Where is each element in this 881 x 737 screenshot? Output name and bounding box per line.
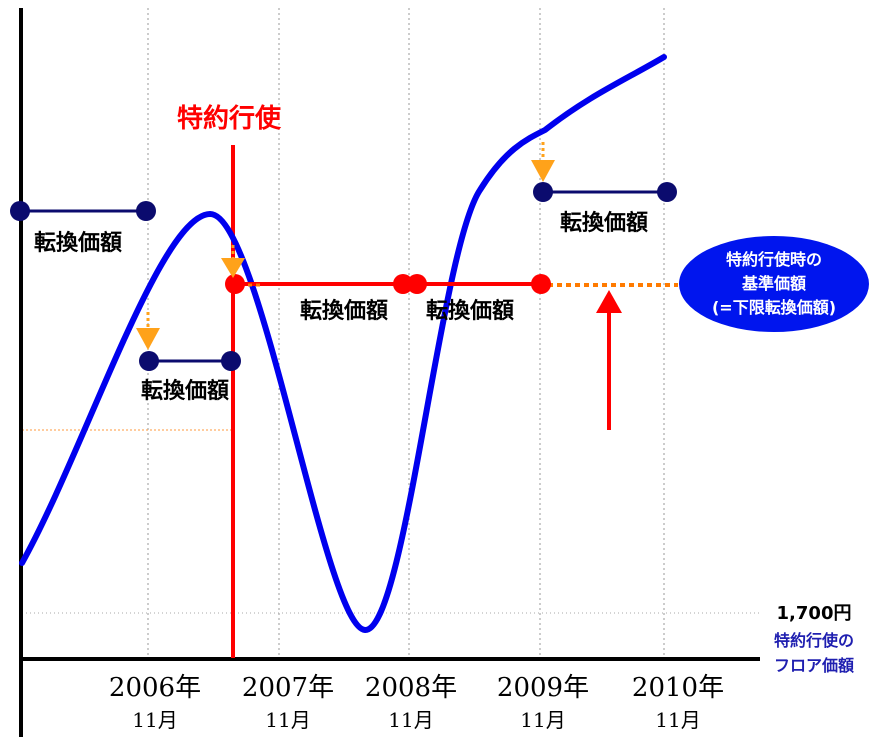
exercise-title: 特約行使	[177, 103, 282, 134]
floor-label-line2: フロア価額	[774, 656, 854, 675]
red-dot-1	[225, 274, 245, 294]
red-dot-2	[393, 274, 413, 294]
segment-5-end	[657, 182, 677, 202]
conversion-label-5: 転換価額	[560, 210, 648, 236]
floor-segments	[225, 274, 678, 294]
segment-2-end	[221, 351, 241, 371]
x-tick-month-2007: 11月	[265, 708, 310, 732]
gridlines	[22, 8, 760, 658]
callout-line2: 基準価額	[741, 274, 806, 293]
conversion-label-3: 転換価額	[300, 298, 388, 324]
red-dot-3	[407, 274, 427, 294]
x-tick-year-2006: 2006年	[109, 673, 201, 703]
arrow-3-head	[531, 160, 555, 182]
x-tick-year-2009: 2009年	[497, 673, 589, 703]
red-dot-4	[531, 274, 551, 294]
x-tick-year-2007: 2007年	[242, 673, 334, 703]
arrow-2-head	[221, 258, 245, 278]
x-tick-year-2008: 2008年	[365, 673, 457, 703]
x-tick-labels: 2006年 11月 2007年 11月 2008年 11月 2009年 11月 …	[109, 673, 724, 732]
x-tick-year-2010: 2010年	[632, 673, 724, 703]
callout-line1: 特約行使時の	[726, 250, 822, 269]
x-tick-month-2006: 11月	[132, 708, 177, 732]
down-arrows	[136, 142, 555, 350]
x-tick-month-2010: 11月	[655, 708, 700, 732]
conversion-segments	[10, 182, 677, 371]
segment-2-start	[139, 351, 159, 371]
segment-5-start	[533, 182, 553, 202]
up-arrow	[596, 290, 622, 430]
x-tick-month-2008: 11月	[388, 708, 433, 732]
callout: 特約行使時の 基準価額 (=下限転換価額)	[679, 236, 869, 332]
x-tick-month-2009: 11月	[520, 708, 565, 732]
up-arrow-head	[596, 290, 622, 313]
price-curve	[19, 54, 667, 634]
arrow-1-head	[136, 328, 160, 350]
conversion-label-4: 転換価額	[426, 298, 514, 324]
floor-label-line1: 特約行使の	[774, 631, 854, 650]
floor-value: 1,700円	[777, 603, 852, 624]
callout-ellipse	[679, 236, 869, 332]
conversion-label-1: 転換価額	[34, 230, 122, 256]
conversion-label-2: 転換価額	[141, 378, 229, 404]
segment-1-end	[136, 201, 156, 221]
segment-1-start	[10, 201, 30, 221]
callout-line3: (=下限転換価額)	[712, 298, 836, 317]
